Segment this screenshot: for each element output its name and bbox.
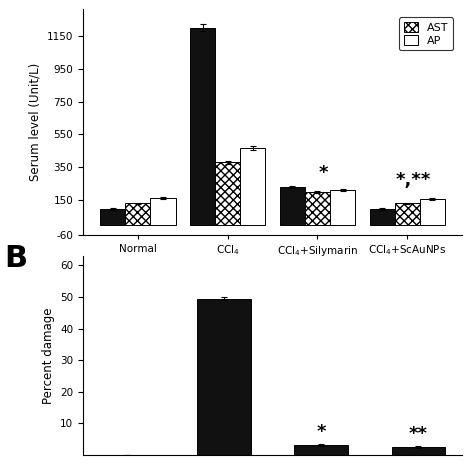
Bar [392, 447, 445, 455]
Bar [420, 199, 445, 225]
Bar [100, 209, 125, 225]
Text: *: * [316, 423, 326, 441]
Bar [240, 147, 265, 225]
Text: *: * [319, 164, 328, 182]
Bar [190, 27, 215, 225]
Bar [150, 198, 175, 225]
Bar [125, 203, 150, 225]
Bar [215, 162, 240, 225]
Bar [280, 187, 305, 225]
Bar [197, 299, 251, 455]
Y-axis label: Serum level (Unit/L): Serum level (Unit/L) [28, 63, 41, 181]
Bar [294, 445, 348, 455]
Text: B: B [5, 244, 28, 273]
Bar [305, 192, 330, 225]
Bar [330, 190, 355, 225]
Y-axis label: Percent damage: Percent damage [42, 307, 55, 404]
Legend: AST, AP: AST, AP [399, 17, 453, 50]
Bar [395, 203, 420, 225]
Bar [370, 209, 395, 225]
Text: *,**: *,** [396, 172, 431, 190]
Text: **: ** [409, 425, 428, 443]
